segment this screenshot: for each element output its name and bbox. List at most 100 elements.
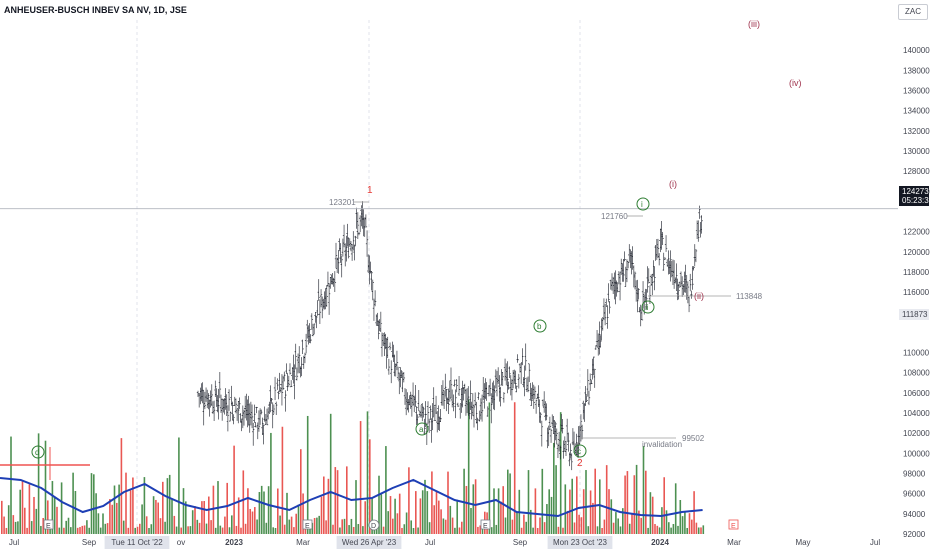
volume-bar	[198, 522, 201, 534]
price-tick-label: 116000	[903, 288, 930, 297]
ohlc-bar	[243, 395, 247, 419]
volume-bar	[5, 527, 8, 534]
ohlc-bar	[310, 313, 314, 330]
ohlc-bar	[402, 371, 406, 383]
ohlc-bar	[201, 382, 204, 404]
volume-bar	[164, 521, 166, 534]
crosshair-date-tag	[547, 536, 613, 549]
volume-bar	[670, 527, 672, 534]
volume-bar	[635, 464, 638, 534]
ohlc-bar	[630, 251, 633, 275]
ohlc-bar	[499, 386, 502, 407]
volume-bar	[281, 426, 284, 534]
ohlc-bar	[395, 350, 399, 371]
volume-bar	[17, 521, 19, 534]
volume-bar	[587, 526, 590, 534]
ohlc-bar	[308, 323, 311, 344]
ohlc-bar	[525, 377, 529, 393]
ohlc-bar	[453, 379, 456, 387]
volume-bar	[134, 527, 136, 534]
ohlc-bar	[603, 303, 607, 326]
ohlc-bar	[334, 242, 338, 269]
level-label-123201: 123201	[329, 198, 356, 207]
ohlc-bar	[383, 332, 386, 356]
price-tick-label: 98000	[903, 469, 926, 478]
volume-bar	[534, 488, 537, 534]
ohlc-bar	[232, 414, 235, 425]
ohlc-bar	[470, 401, 473, 420]
volume-bar	[472, 484, 475, 534]
ohlc-bar	[446, 397, 449, 405]
volume-bar	[392, 518, 394, 534]
ohlc-bar	[476, 417, 479, 431]
time-tick-label: Jul	[425, 538, 435, 547]
ohlc-bar	[234, 398, 238, 414]
price-tick-label: 106000	[903, 389, 930, 398]
ohlc-bar	[257, 410, 261, 432]
earnings-marker[interactable]: E	[302, 519, 313, 530]
volume-bar	[633, 475, 636, 534]
volume-bar	[228, 527, 231, 534]
earnings-marker[interactable]: E	[480, 519, 491, 530]
price-axis[interactable]: 140000 138000 136000 134000 132000 130000 1280…	[903, 46, 930, 539]
volume-bar	[394, 498, 396, 534]
volume-bar	[120, 438, 123, 534]
volume-bar	[559, 412, 562, 534]
ohlc-bar	[253, 404, 256, 423]
volume-bar	[461, 521, 463, 534]
volume-bar	[605, 465, 608, 534]
price-tick-label: 130000	[903, 147, 930, 156]
invalidation-label: invalidation	[642, 440, 682, 449]
volume-bar	[697, 527, 700, 534]
volume-bar	[286, 492, 288, 534]
ohlc-bar	[330, 274, 333, 285]
ohlc-bar	[322, 298, 325, 309]
volume-bar	[626, 471, 629, 534]
ohlc-bar	[622, 258, 625, 282]
ohlc-bar	[256, 422, 259, 440]
volume-bar	[26, 527, 28, 534]
ohlc-bar	[271, 402, 274, 429]
ohlc-bar	[444, 373, 447, 397]
ohlc-bar	[346, 223, 349, 247]
volume-bar	[564, 484, 567, 534]
volume-bar	[382, 526, 385, 534]
ohlc-bar	[545, 403, 548, 421]
volume-bar	[51, 481, 54, 534]
volume-bar	[366, 411, 369, 534]
ohlc-bar	[284, 390, 287, 412]
earnings-marker[interactable]: E	[43, 519, 54, 530]
volume-bar	[141, 504, 143, 534]
volume-bar	[546, 504, 548, 534]
ohlc-bar	[210, 384, 213, 406]
volume-bar	[33, 496, 35, 534]
ohlc-bar	[672, 260, 676, 289]
ohlc-bar	[375, 314, 378, 326]
volume-bar	[97, 513, 100, 534]
volume-bar	[645, 470, 647, 534]
svg-text:E: E	[483, 523, 488, 530]
ohlc-bar	[590, 380, 593, 385]
wave-d-circle	[31, 445, 45, 459]
volume-bar	[693, 491, 695, 534]
ohlc-bar	[424, 401, 427, 428]
svg-text:E: E	[731, 523, 736, 530]
ohlc-bar	[582, 400, 585, 420]
dividend-marker[interactable]: D	[368, 519, 380, 531]
ohlc-bar	[564, 441, 568, 456]
earnings-marker-future[interactable]: E	[728, 519, 739, 530]
volume-bar	[631, 512, 633, 534]
ohlc-bar	[367, 254, 370, 273]
volume-bar	[233, 445, 235, 534]
ohlc-bar	[570, 453, 573, 471]
volume-bar	[56, 506, 58, 534]
ohlc-bar	[327, 283, 331, 315]
currency-button[interactable]: ZAC	[898, 4, 928, 20]
volume-bar	[647, 527, 649, 534]
volume-bar	[313, 517, 316, 534]
time-axis[interactable]: Jul Sep Tue 11 Oct '22 ov 2023 Mar Wed 26 Apr …	[9, 536, 880, 549]
ohlc-bar	[500, 369, 503, 386]
ohlc-bar	[349, 240, 353, 252]
ohlc-bar	[254, 421, 257, 428]
